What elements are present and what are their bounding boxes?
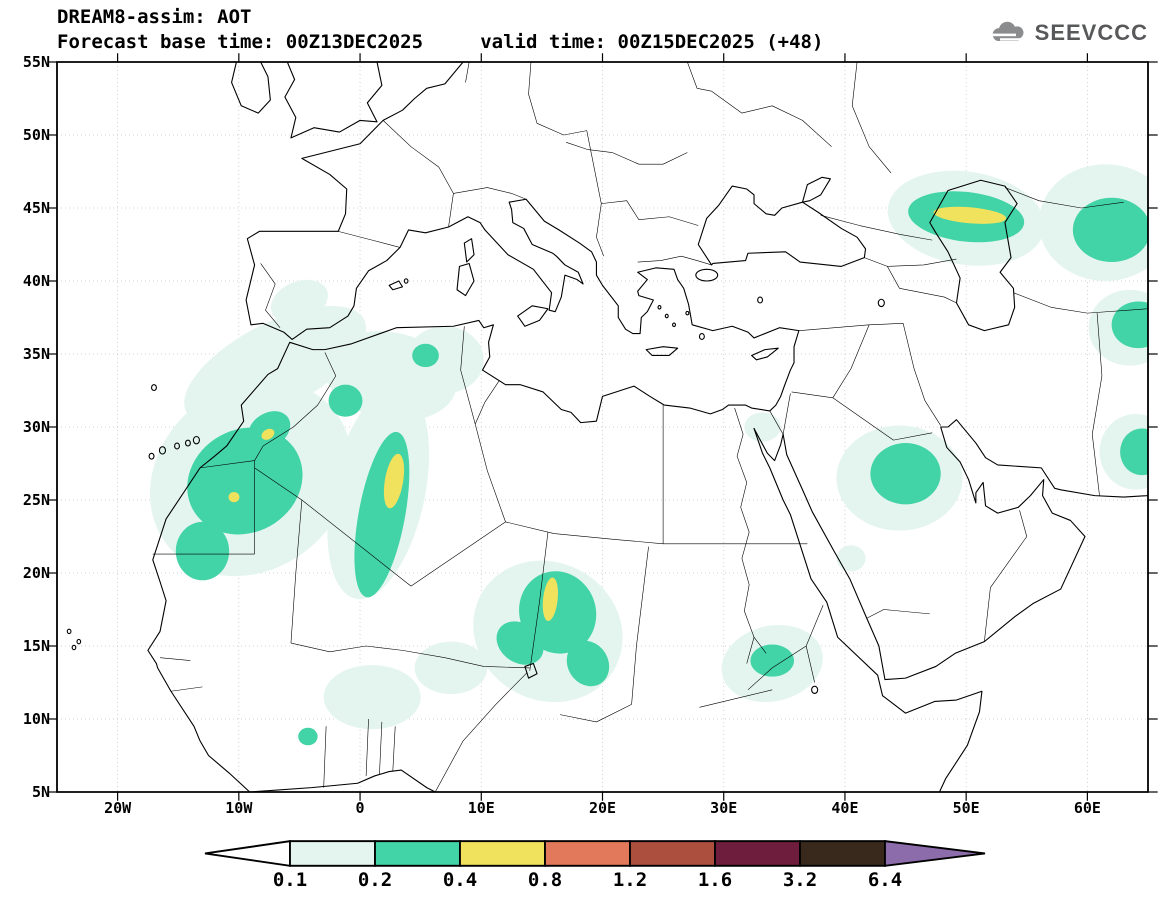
lon-tick-label: 10E <box>467 799 495 817</box>
colorbar-tick-label: 0.4 <box>442 869 478 891</box>
aot-region <box>261 428 275 440</box>
map-subtitle: Forecast base time: 00Z13DEC2025 valid t… <box>57 31 824 53</box>
colorbar-segment <box>459 840 546 867</box>
lat-tick-label: 20N <box>22 564 50 582</box>
aot-region <box>271 279 328 324</box>
lat-tick-label: 25N <box>22 491 50 509</box>
aot-region <box>184 305 367 426</box>
lat-tick-label: 45N <box>22 199 50 217</box>
aot-region <box>406 326 484 394</box>
aot-region <box>933 206 1007 224</box>
lon-tick-label: 10W <box>225 799 253 817</box>
forecast-map <box>57 62 1148 792</box>
seevccc-logo: SEEVCCC <box>987 20 1148 46</box>
colorbar-tick-label: 0.2 <box>357 869 393 891</box>
lat-tick-label: 40N <box>22 272 50 290</box>
lat-tick-label: 50N <box>22 126 50 144</box>
colorbar-segment <box>374 840 461 867</box>
colorbar-segment <box>289 840 376 867</box>
aot-region <box>1072 197 1148 263</box>
aot-region <box>519 571 597 654</box>
coastlines <box>67 62 1148 792</box>
aot-region <box>566 640 610 687</box>
map-frame <box>57 62 1148 792</box>
aot-region <box>383 453 405 509</box>
aot-region <box>496 621 544 665</box>
colorbar-arrow-right <box>884 840 986 867</box>
lon-tick-label: 0 <box>355 799 365 817</box>
aot-region <box>175 521 230 581</box>
aot-region <box>870 443 941 505</box>
colorbar-tick-label: 0.1 <box>272 869 308 891</box>
colorbar-segment <box>799 840 886 867</box>
cloud-logo-icon <box>991 21 1024 41</box>
aot-region <box>298 727 318 746</box>
lat-tick-label: 5N <box>31 783 50 801</box>
lat-tick-label: 55N <box>22 53 50 71</box>
colorbar-tick-label: 1.2 <box>612 869 648 891</box>
aot-region <box>412 343 439 368</box>
lat-tick-label: 15N <box>22 637 50 655</box>
aot-region <box>414 641 488 695</box>
aot-region <box>744 412 781 442</box>
aot-region <box>1111 301 1148 349</box>
lat-tick-label: 35N <box>22 345 50 363</box>
aot-region <box>836 545 866 572</box>
aot-region <box>328 384 363 417</box>
lat-tick-label: 30N <box>22 418 50 436</box>
aot-region <box>228 491 240 503</box>
map-title: DREAM8-assim: AOT <box>57 6 252 28</box>
axis-ticks <box>47 53 1157 801</box>
country-borders <box>153 62 1148 792</box>
lon-tick-label: 40E <box>831 799 859 817</box>
lon-tick-label: 20W <box>104 799 132 817</box>
colorbar-tick-label: 1.6 <box>697 869 733 891</box>
lon-tick-label: 50E <box>952 799 980 817</box>
colorbar-tick-label: 0.8 <box>527 869 563 891</box>
colorbar-segment <box>544 840 631 867</box>
colorbar-arrow-left <box>204 840 291 867</box>
lon-tick-label: 30E <box>710 799 738 817</box>
logo-text: SEEVCCC <box>1034 20 1148 45</box>
lon-tick-label: 20E <box>588 799 617 817</box>
colorbar-segment <box>714 840 801 867</box>
aot-region <box>323 664 421 730</box>
lat-tick-label: 10N <box>22 710 50 728</box>
aot-region <box>750 644 795 677</box>
aot-region <box>542 577 559 622</box>
colorbar-tick-label: 3.2 <box>782 869 818 891</box>
aot-colorbar <box>204 840 986 867</box>
aot-contour-regions <box>149 164 1148 746</box>
colorbar-segment <box>629 840 716 867</box>
lon-tick-label: 60E <box>1073 799 1101 817</box>
colorbar-tick-label: 6.4 <box>867 869 903 891</box>
aot-region <box>1120 428 1148 476</box>
